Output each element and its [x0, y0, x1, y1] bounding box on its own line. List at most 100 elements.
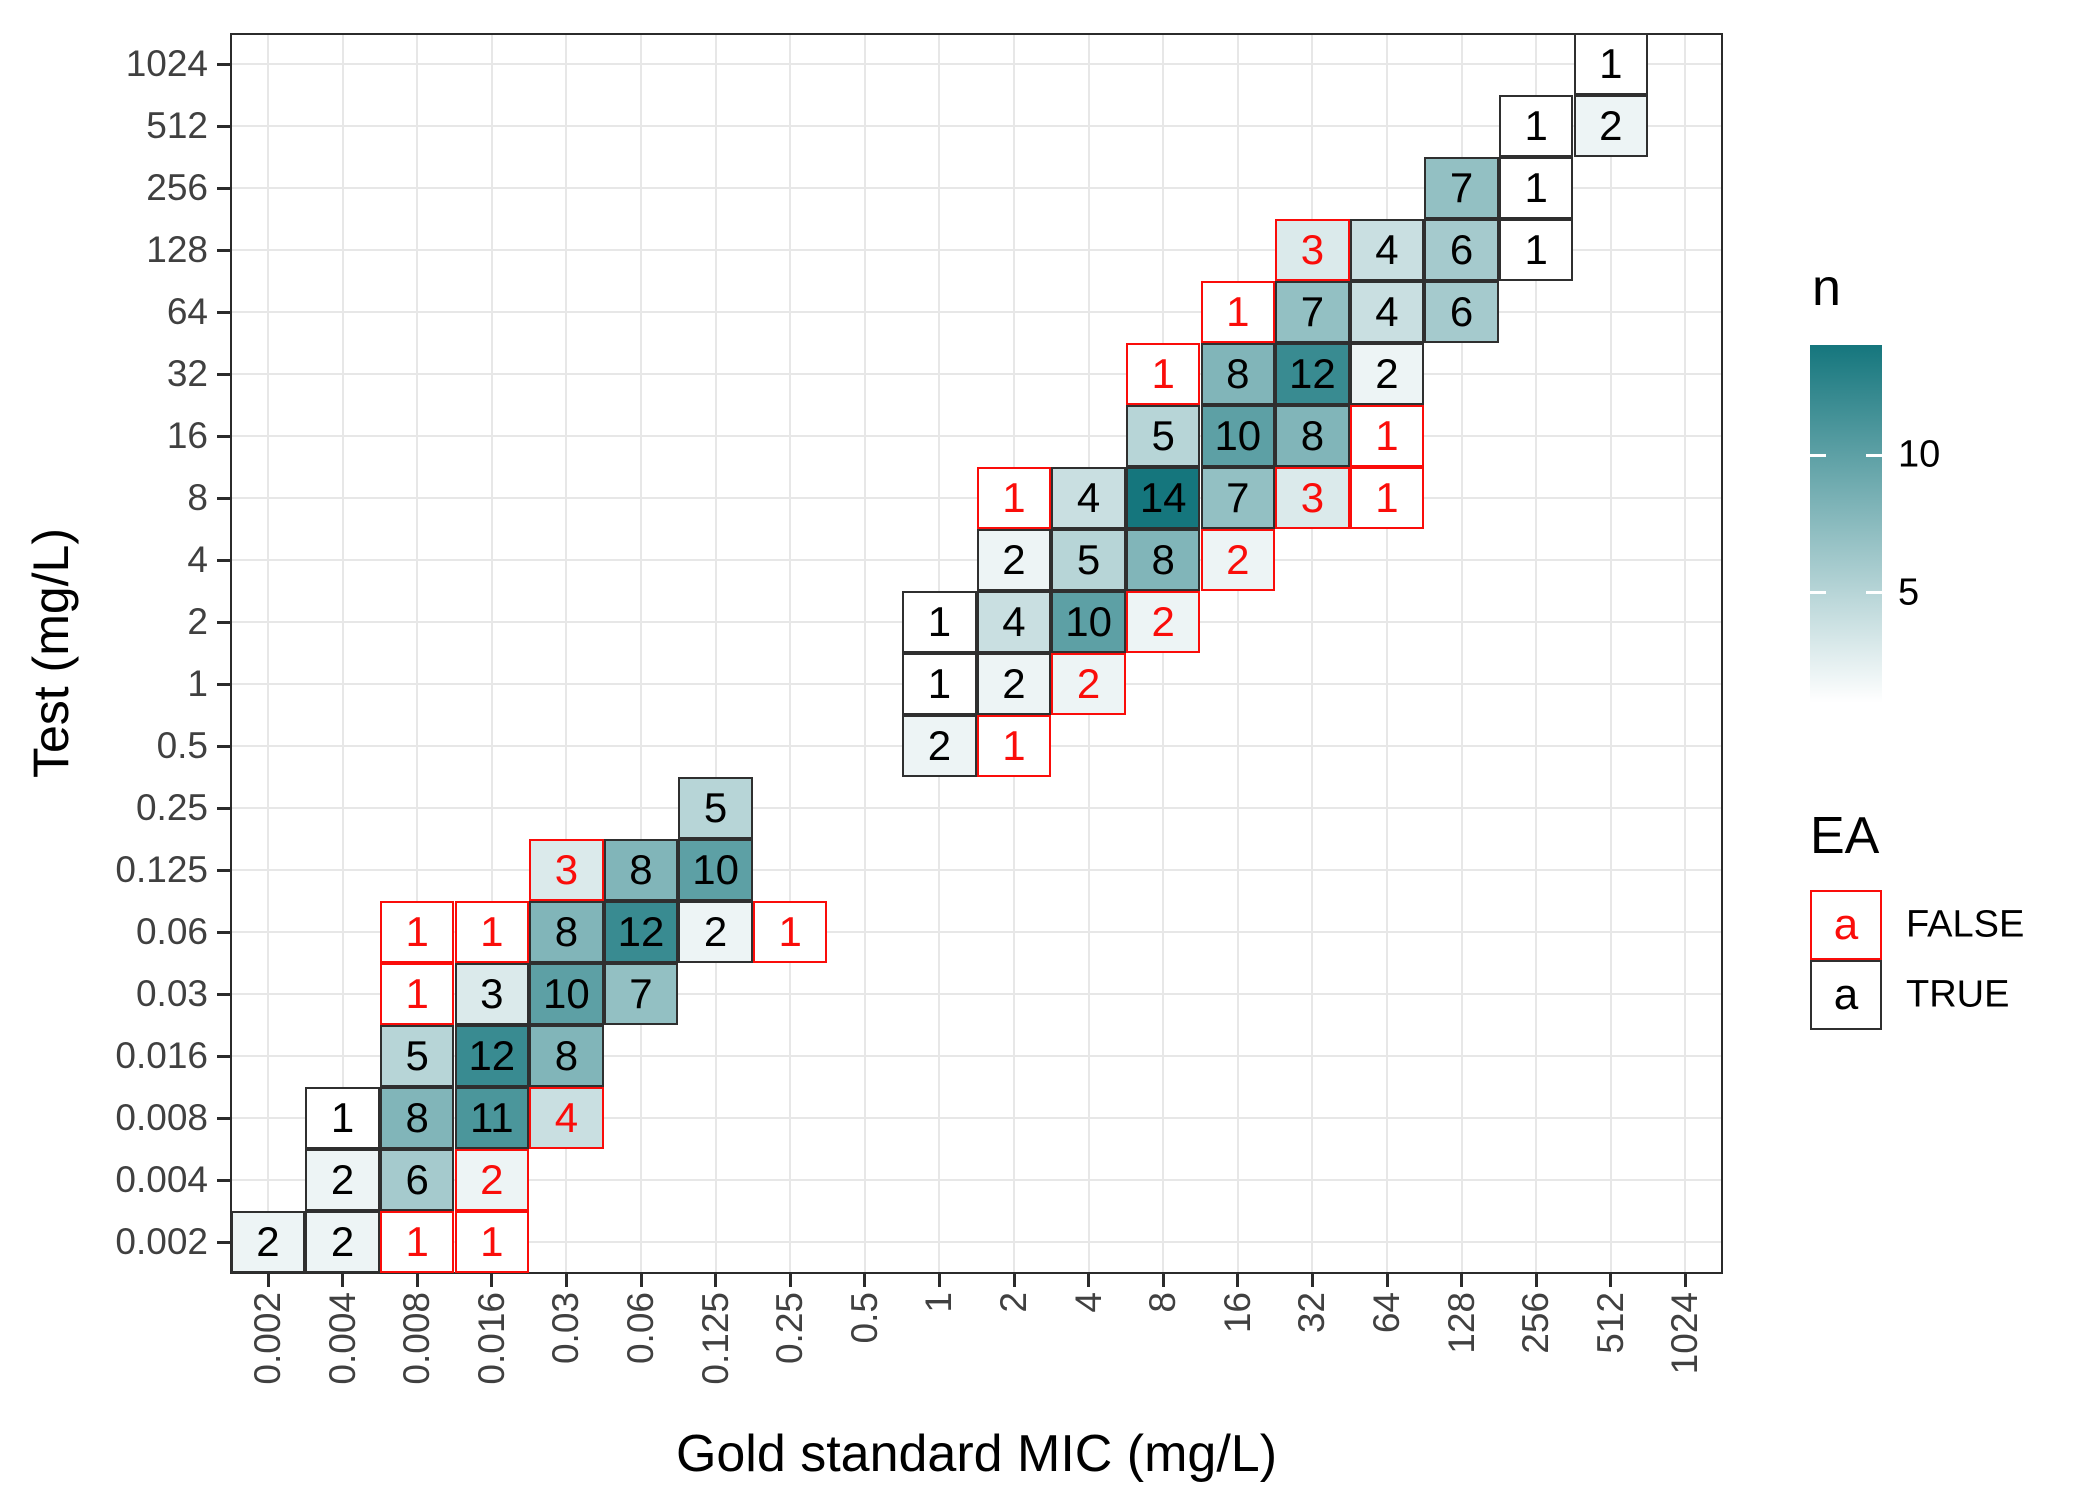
gridline-x	[1535, 33, 1538, 1274]
x-tick-label: 0.016	[470, 1292, 512, 1385]
heatmap-cell: 1	[1498, 95, 1574, 157]
y-tick-label: 512	[146, 105, 208, 146]
heatmap-cell: 8	[1275, 405, 1350, 467]
x-tick-mark	[1012, 1274, 1016, 1287]
x-tick-label: 8	[1142, 1292, 1184, 1313]
gridline-x	[1460, 33, 1463, 1274]
y-tick-label: 16	[166, 415, 208, 456]
y-tick-mark	[217, 1240, 230, 1244]
y-tick-mark	[217, 1054, 230, 1058]
legend-ea-key-true: a	[1810, 960, 1882, 1030]
gridline-y	[230, 249, 1723, 251]
y-tick-mark	[217, 868, 230, 872]
heatmap-cell: 10	[1051, 591, 1126, 653]
x-tick-label: 0.03	[545, 1292, 587, 1365]
heatmap-cell: 2	[1125, 591, 1201, 653]
heatmap-cell: 8	[1200, 343, 1276, 405]
heatmap-cell: 2	[976, 529, 1052, 591]
y-tick-label: 0.5	[156, 725, 208, 766]
y-tick-label: 0.004	[115, 1159, 208, 1200]
heatmap-cell: 12	[454, 1025, 530, 1087]
gridline-x	[714, 33, 717, 1274]
y-tick-label: 8	[187, 477, 208, 518]
x-tick-label: 128	[1440, 1292, 1482, 1354]
heatmap-cell: 1	[1573, 33, 1649, 95]
heatmap-cell: 1	[752, 901, 828, 963]
heatmap-cell: 8	[529, 901, 604, 963]
heatmap-cell: 4	[1349, 281, 1425, 343]
heatmap-cell: 6	[379, 1149, 455, 1211]
x-tick-label: 0.004	[321, 1292, 363, 1385]
x-tick-label: 1024	[1664, 1292, 1706, 1375]
x-tick-mark	[490, 1274, 494, 1287]
heatmap-cell: 7	[1275, 281, 1350, 343]
heatmap-cell: 1	[902, 653, 977, 715]
heatmap-cell: 7	[1424, 157, 1499, 219]
heatmap-cell: 2	[678, 901, 753, 963]
heatmap-cell: 8	[529, 1025, 604, 1087]
x-tick-label: 0.06	[620, 1292, 661, 1365]
heatmap-cell: 5	[1125, 405, 1201, 467]
heatmap-cell: 2	[1200, 529, 1276, 591]
gridline-x	[1236, 33, 1239, 1274]
heatmap-cell: 1	[902, 591, 977, 653]
gridline-x	[789, 33, 792, 1274]
heatmap-cell: 2	[976, 653, 1052, 715]
heatmap-cell: 2	[454, 1149, 530, 1211]
x-tick-mark	[415, 1274, 419, 1287]
legend-n-tick-dash	[1810, 453, 1826, 457]
y-tick-mark	[217, 124, 230, 128]
legend-ea-key-false: a	[1810, 890, 1882, 960]
legend-n-tick-label: 10	[1898, 433, 1941, 476]
x-tick-label: 64	[1366, 1292, 1407, 1334]
x-tick-label: 32	[1291, 1292, 1333, 1334]
y-tick-label: 0.125	[115, 849, 208, 890]
heatmap-cell: 12	[603, 901, 679, 963]
y-tick-label: 256	[146, 167, 208, 208]
heatmap-cell: 1	[1349, 405, 1425, 467]
x-tick-mark	[564, 1274, 568, 1287]
heatmap-cell: 4	[976, 591, 1052, 653]
gridline-y	[230, 869, 1723, 871]
gridline-y	[230, 559, 1723, 561]
gridline-y	[230, 1241, 1723, 1243]
heatmap-cell: 1	[1498, 219, 1574, 281]
heatmap-cell: 1	[379, 963, 455, 1025]
gridline-x	[490, 33, 493, 1274]
gridline-y	[230, 1179, 1723, 1181]
heatmap-cell: 3	[454, 963, 530, 1025]
y-tick-label: 64	[166, 291, 208, 332]
y-tick-mark	[217, 744, 230, 748]
y-tick-label: 2	[187, 601, 208, 642]
gridline-x	[863, 33, 866, 1274]
y-tick-label: 0.25	[135, 787, 208, 828]
heatmap-cell: 2	[305, 1211, 380, 1273]
heatmap-cell: 3	[1275, 467, 1350, 529]
gridline-y	[230, 993, 1723, 995]
x-tick-label: 512	[1589, 1292, 1631, 1354]
gridline-x	[640, 33, 642, 1274]
legend-ea-label-true: TRUE	[1906, 973, 2010, 1016]
heatmap-cell: 2	[1051, 653, 1126, 715]
y-tick-label: 0.03	[135, 973, 208, 1014]
y-tick-mark	[217, 496, 230, 500]
heatmap-cell: 14	[1125, 467, 1201, 529]
heatmap-cell: 2	[1349, 343, 1425, 405]
x-tick-label: 0.25	[769, 1292, 811, 1365]
x-tick-label: 256	[1515, 1292, 1557, 1354]
heatmap-cell: 7	[603, 963, 679, 1025]
x-tick-mark	[1087, 1274, 1091, 1287]
y-tick-mark	[217, 248, 230, 252]
legend-n-tick-dash	[1866, 453, 1882, 457]
heatmap-cell: 7	[1200, 467, 1276, 529]
plot-panel	[230, 33, 1723, 1274]
x-axis-title: Gold standard MIC (mg/L)	[675, 1425, 1278, 1483]
y-tick-label: 1	[187, 663, 208, 704]
x-tick-label: 1	[918, 1292, 960, 1313]
heatmap-cell: 1	[1498, 157, 1574, 219]
gridline-y	[230, 1117, 1723, 1119]
legend-n-tick-dash	[1866, 591, 1882, 595]
y-tick-mark	[217, 806, 230, 810]
x-tick-label: 0.5	[843, 1292, 885, 1344]
heatmap-cell: 12	[1275, 343, 1350, 405]
